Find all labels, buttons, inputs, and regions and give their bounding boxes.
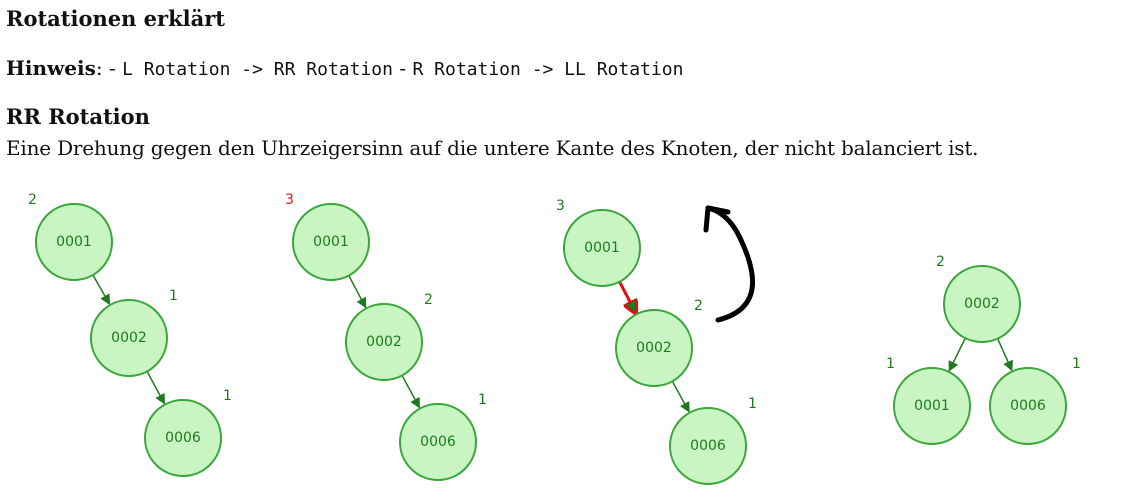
trees-layer: 0001 2 0002 1 0006 1 0001 3 0002 2 0006 1 0001 3 0002 2… <box>28 192 1081 485</box>
page-title: Rotationen erklärt <box>6 6 225 31</box>
node-label: 0002 <box>636 340 672 356</box>
node-label: 0001 <box>56 234 92 250</box>
hint-label: Hinweis <box>6 56 96 80</box>
node-circle <box>35 203 113 281</box>
tree-edge <box>348 275 367 309</box>
node-circle <box>90 299 168 377</box>
balance-factor: 2 <box>424 292 433 308</box>
balance-factor: 3 <box>556 198 565 214</box>
tree-edge <box>996 338 1013 372</box>
tree-edge <box>618 281 636 314</box>
balance-factor: 2 <box>28 192 37 208</box>
node-circle <box>563 209 641 287</box>
node-label: 0002 <box>366 334 402 350</box>
balance-factor: 1 <box>748 396 757 412</box>
node-circle <box>144 399 222 477</box>
tree-node: 0006 1 <box>669 396 757 485</box>
balance-factor: 2 <box>694 298 703 314</box>
tree-node: 0002 2 <box>936 254 1021 343</box>
tree-node: 0002 2 <box>345 292 433 381</box>
tree-3: 0001 3 0002 2 0006 1 <box>556 198 757 485</box>
balance-factor: 1 <box>478 392 487 408</box>
tree-4: 0002 2 0001 1 0006 1 <box>886 254 1081 445</box>
tree-node: 0001 3 <box>285 192 370 281</box>
hint-middle: - <box>393 56 413 80</box>
node-label: 0001 <box>914 398 950 414</box>
node-label: 0006 <box>420 434 456 450</box>
rotation-diagram: 0001 2 0002 1 0006 1 0001 3 0002 2 0006 1 0001 3 0002 2… <box>28 192 1081 485</box>
node-label: 0006 <box>165 430 201 446</box>
tree-node: 0006 1 <box>144 388 232 477</box>
node-circle <box>345 303 423 381</box>
tree-edge <box>671 380 690 413</box>
tree-node: 0002 2 <box>615 298 703 387</box>
node-circle <box>943 265 1021 343</box>
tree-node: 0001 2 <box>28 192 113 281</box>
tree-node: 0002 1 <box>90 288 178 377</box>
tree-edge <box>401 375 421 409</box>
tree-node: 0001 3 <box>556 198 641 287</box>
node-label: 0001 <box>584 240 620 256</box>
section-heading: RR Rotation <box>6 104 150 129</box>
balance-factor: 1 <box>886 356 895 372</box>
hint-code-r: R Rotation -> LL Rotation <box>412 59 684 80</box>
node-label: 0006 <box>1010 398 1046 414</box>
section-description: Eine Drehung gegen den Uhrzeigersinn auf… <box>6 136 979 160</box>
node-circle <box>893 367 971 445</box>
balance-factor: 1 <box>1072 356 1081 372</box>
node-circle <box>669 407 747 485</box>
node-circle <box>615 309 693 387</box>
rotation-arrow-icon <box>705 205 755 323</box>
tree-1: 0001 2 0002 1 0006 1 <box>28 192 232 477</box>
node-label: 0006 <box>690 438 726 454</box>
tree-node: 0006 1 <box>399 392 487 481</box>
hint-line: Hinweis: - L Rotation -> RR Rotation - R… <box>6 56 683 80</box>
rotation-arrowhead-icon <box>703 205 731 233</box>
node-circle <box>292 203 370 281</box>
hint-code-l: L Rotation -> RR Rotation <box>122 59 393 80</box>
tree-2: 0001 3 0002 2 0006 1 <box>285 192 487 481</box>
tree-node: 0006 1 <box>989 356 1081 445</box>
tree-edge <box>948 337 966 372</box>
node-label: 0002 <box>964 296 1000 312</box>
node-label: 0001 <box>313 234 349 250</box>
node-circle <box>399 403 477 481</box>
node-circle <box>989 367 1067 445</box>
balance-factor: 2 <box>936 254 945 270</box>
hint-separator: : - <box>95 56 123 80</box>
node-label: 0002 <box>111 330 147 346</box>
balance-factor: 1 <box>223 388 232 404</box>
balance-factor: 1 <box>169 288 178 304</box>
tree-edge <box>146 371 166 405</box>
tree-edge <box>92 274 111 306</box>
balance-factor: 3 <box>285 192 294 208</box>
tree-node: 0001 1 <box>886 356 971 445</box>
